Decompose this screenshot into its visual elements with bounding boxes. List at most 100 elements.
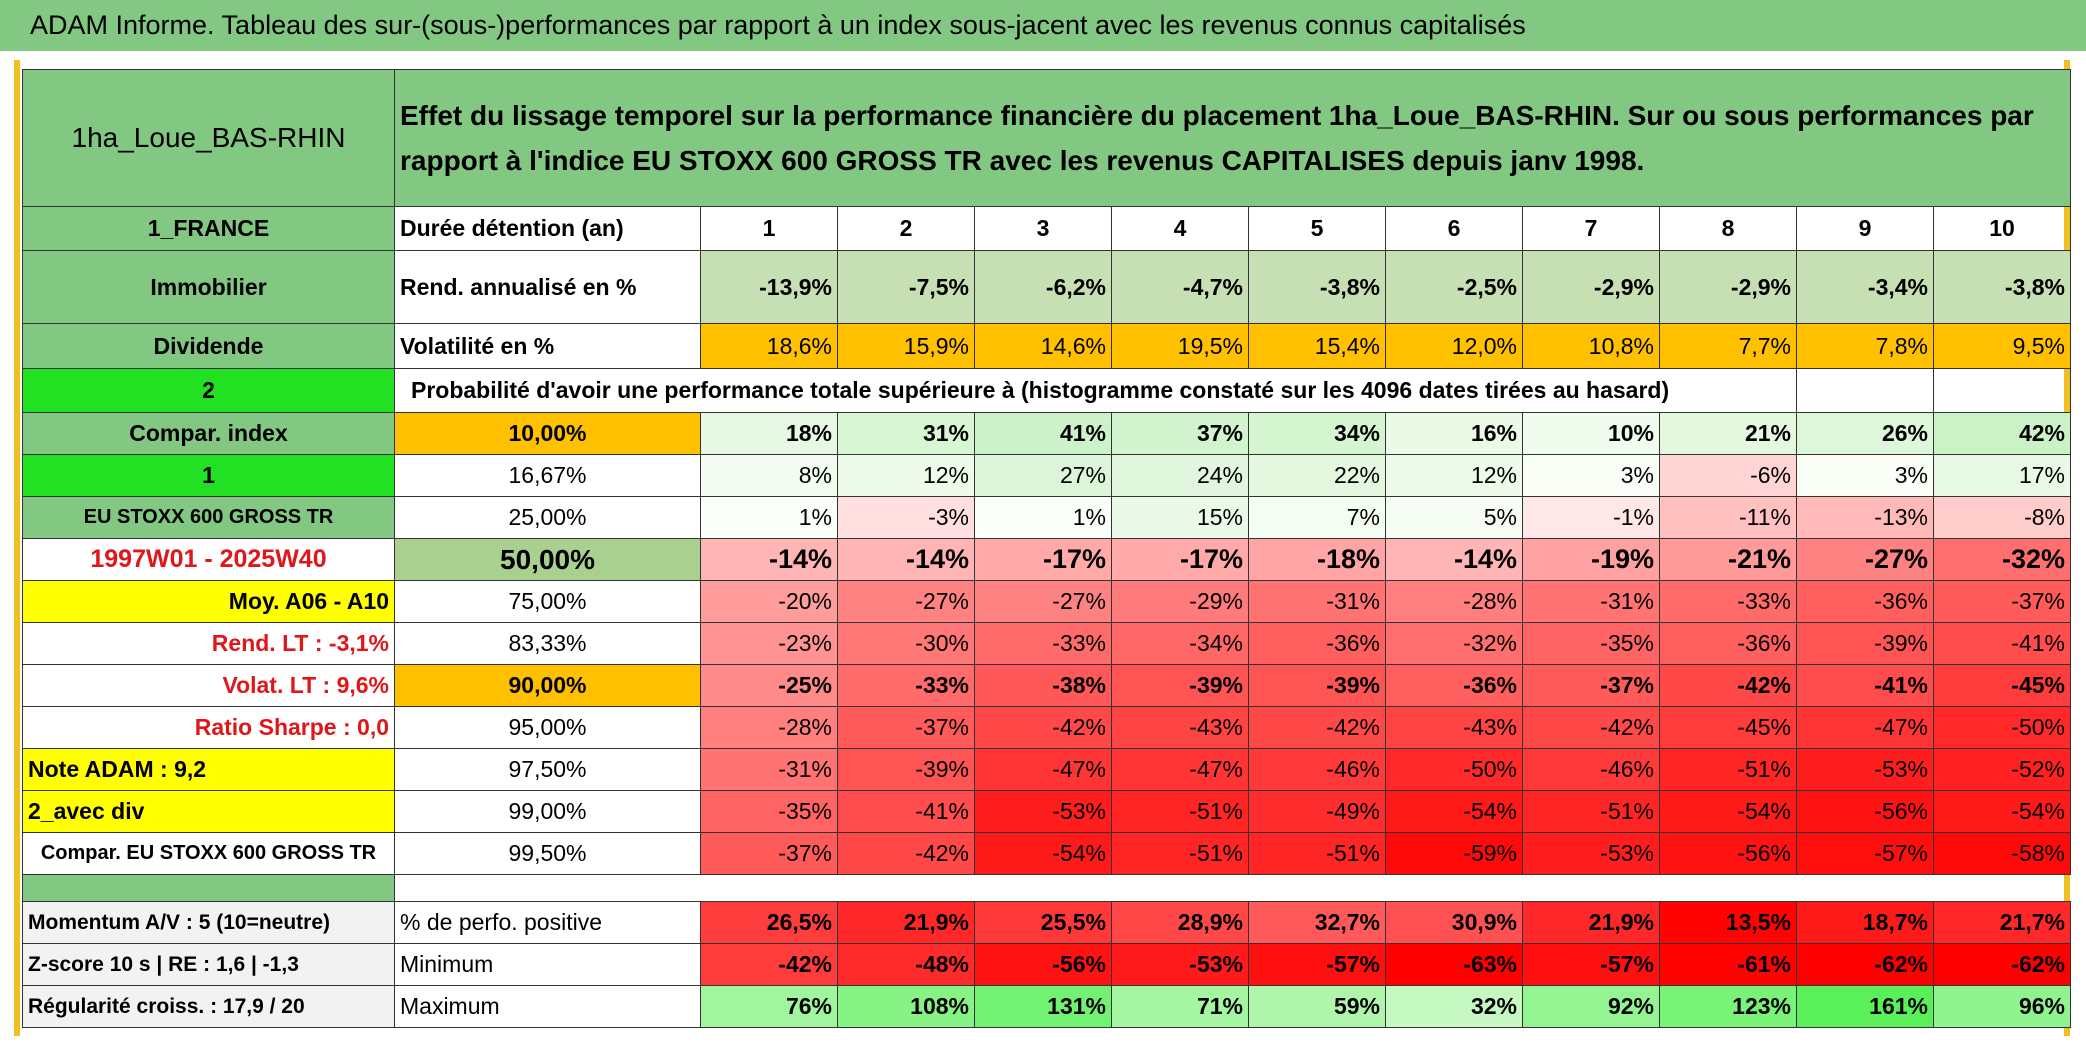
value-cell: -51% [1659,748,1797,791]
value-cell: 5% [1385,496,1523,539]
row-label: 50,00% [394,538,701,581]
table-row: 1997W01 - 2025W40 50,00% -14% -14% -17% -17% -… [22,538,2071,581]
value-cell: 25,5% [974,901,1112,944]
value-cell: -27% [837,580,975,623]
value-cell: 9 [1796,206,1934,251]
side-label: 2_avec div [22,790,395,833]
value-cell: -42% [700,943,838,986]
value-cell: -46% [1248,748,1386,791]
value-cell: -27% [974,580,1112,623]
table-row: 2 Probabilité d'avoir une performance tot… [22,368,2071,413]
row-label: Minimum [394,943,701,986]
value-cell: -3% [837,496,975,539]
value-cell: -51% [1111,790,1249,833]
value-cell: -34% [1111,622,1249,665]
table-row: Compar. EU STOXX 600 GROSS TR 99,50% -37% -… [22,832,2071,875]
value-cell: -14% [837,538,975,581]
value-cell: -14% [700,538,838,581]
value-cell: -57% [1248,943,1386,986]
table-row: Z-score 10 s | RE : 1,6 | -1,3 Minimum -42… [22,943,2071,986]
value-cell: -37% [1522,664,1660,707]
value-cell: -2,9% [1522,250,1660,324]
side-label: Moy. A06 - A10 [22,580,395,623]
value-cell: 27% [974,454,1112,497]
header-label: 1ha_Loue_BAS-RHIN [22,69,395,207]
side-label: Compar. EU STOXX 600 GROSS TR [22,832,395,875]
value-cell: -39% [1248,664,1386,707]
value-cell: 12,0% [1385,323,1523,369]
value-cell: -35% [700,790,838,833]
value-cell: -13% [1796,496,1934,539]
value-cell: 10,8% [1522,323,1660,369]
spacer-cell [22,874,395,902]
side-label: Rend. LT : -3,1% [22,622,395,665]
performance-table: 1ha_Loue_BAS-RHIN Effet du lissage tempor… [22,69,2071,1028]
value-cell: 28,9% [1111,901,1249,944]
value-cell: -42% [837,832,975,875]
table-row: Ratio Sharpe : 0,0 95,00% -28% -37% -42% -43%… [22,706,2071,749]
row-label: 83,33% [394,622,701,665]
section-label: Probabilité d'avoir une performance tota… [394,368,1797,413]
value-cell: -20% [700,580,838,623]
header-description: Effet du lissage temporel sur la perform… [394,69,2071,207]
value-cell: -51% [1248,832,1386,875]
value-cell: -31% [1248,580,1386,623]
row-label: 99,00% [394,790,701,833]
value-cell: -36% [1248,622,1386,665]
value-cell: -3,8% [1248,250,1386,324]
row-label: 25,00% [394,496,701,539]
value-cell: -33% [1659,580,1797,623]
value-cell: 131% [974,985,1112,1028]
value-cell: -51% [1522,790,1660,833]
value-cell: -47% [1796,706,1934,749]
value-cell: 42% [1933,412,2071,455]
value-cell: -63% [1385,943,1523,986]
value-cell: -61% [1659,943,1797,986]
value-cell: 18,6% [700,323,838,369]
value-cell: -3,8% [1933,250,2071,324]
value-cell: -43% [1385,706,1523,749]
value-cell: -36% [1385,664,1523,707]
value-cell: 18,7% [1796,901,1934,944]
value-cell: 32% [1385,985,1523,1028]
value-cell: -33% [837,664,975,707]
value-cell: -42% [974,706,1112,749]
value-cell: -47% [1111,748,1249,791]
value-cell: -28% [1385,580,1523,623]
table-row: Volat. LT : 9,6% 90,00% -25% -33% -38% -39% -3… [22,664,2071,707]
row-label: Volatilité en % [394,323,701,369]
row-label: 97,50% [394,748,701,791]
value-cell: -39% [1111,664,1249,707]
row-label: Maximum [394,985,701,1028]
value-cell: 7 [1522,206,1660,251]
value-cell: -38% [974,664,1112,707]
value-cell: -42% [1522,706,1660,749]
value-cell: -19% [1522,538,1660,581]
side-label: EU STOXX 600 GROSS TR [22,496,395,539]
value-cell: 31% [837,412,975,455]
row-label: 75,00% [394,580,701,623]
table-row: EU STOXX 600 GROSS TR 25,00% 1% -3% 1% 15% 7% 5… [22,496,2071,539]
value-cell: 18% [700,412,838,455]
value-cell: -41% [837,790,975,833]
value-cell: 7,8% [1796,323,1934,369]
value-cell: -21% [1659,538,1797,581]
value-cell: -31% [700,748,838,791]
value-cell: -28% [700,706,838,749]
value-cell: -17% [1111,538,1249,581]
value-cell: 22% [1248,454,1386,497]
value-cell: -53% [1796,748,1934,791]
value-cell: -56% [974,943,1112,986]
table-row: 1 16,67% 8% 12% 27% 24% 22% 12% 3% -6% 3% 17% [22,454,2071,497]
value-cell: 12% [837,454,975,497]
value-cell: 12% [1385,454,1523,497]
value-cell: 26% [1796,412,1934,455]
value-cell: 6 [1385,206,1523,251]
value-cell: -36% [1796,580,1934,623]
value-cell: -47% [974,748,1112,791]
value-cell: -2,5% [1385,250,1523,324]
value-cell: -50% [1933,706,2071,749]
value-cell: 71% [1111,985,1249,1028]
value-cell: -35% [1522,622,1660,665]
side-label: Compar. index [22,412,395,455]
